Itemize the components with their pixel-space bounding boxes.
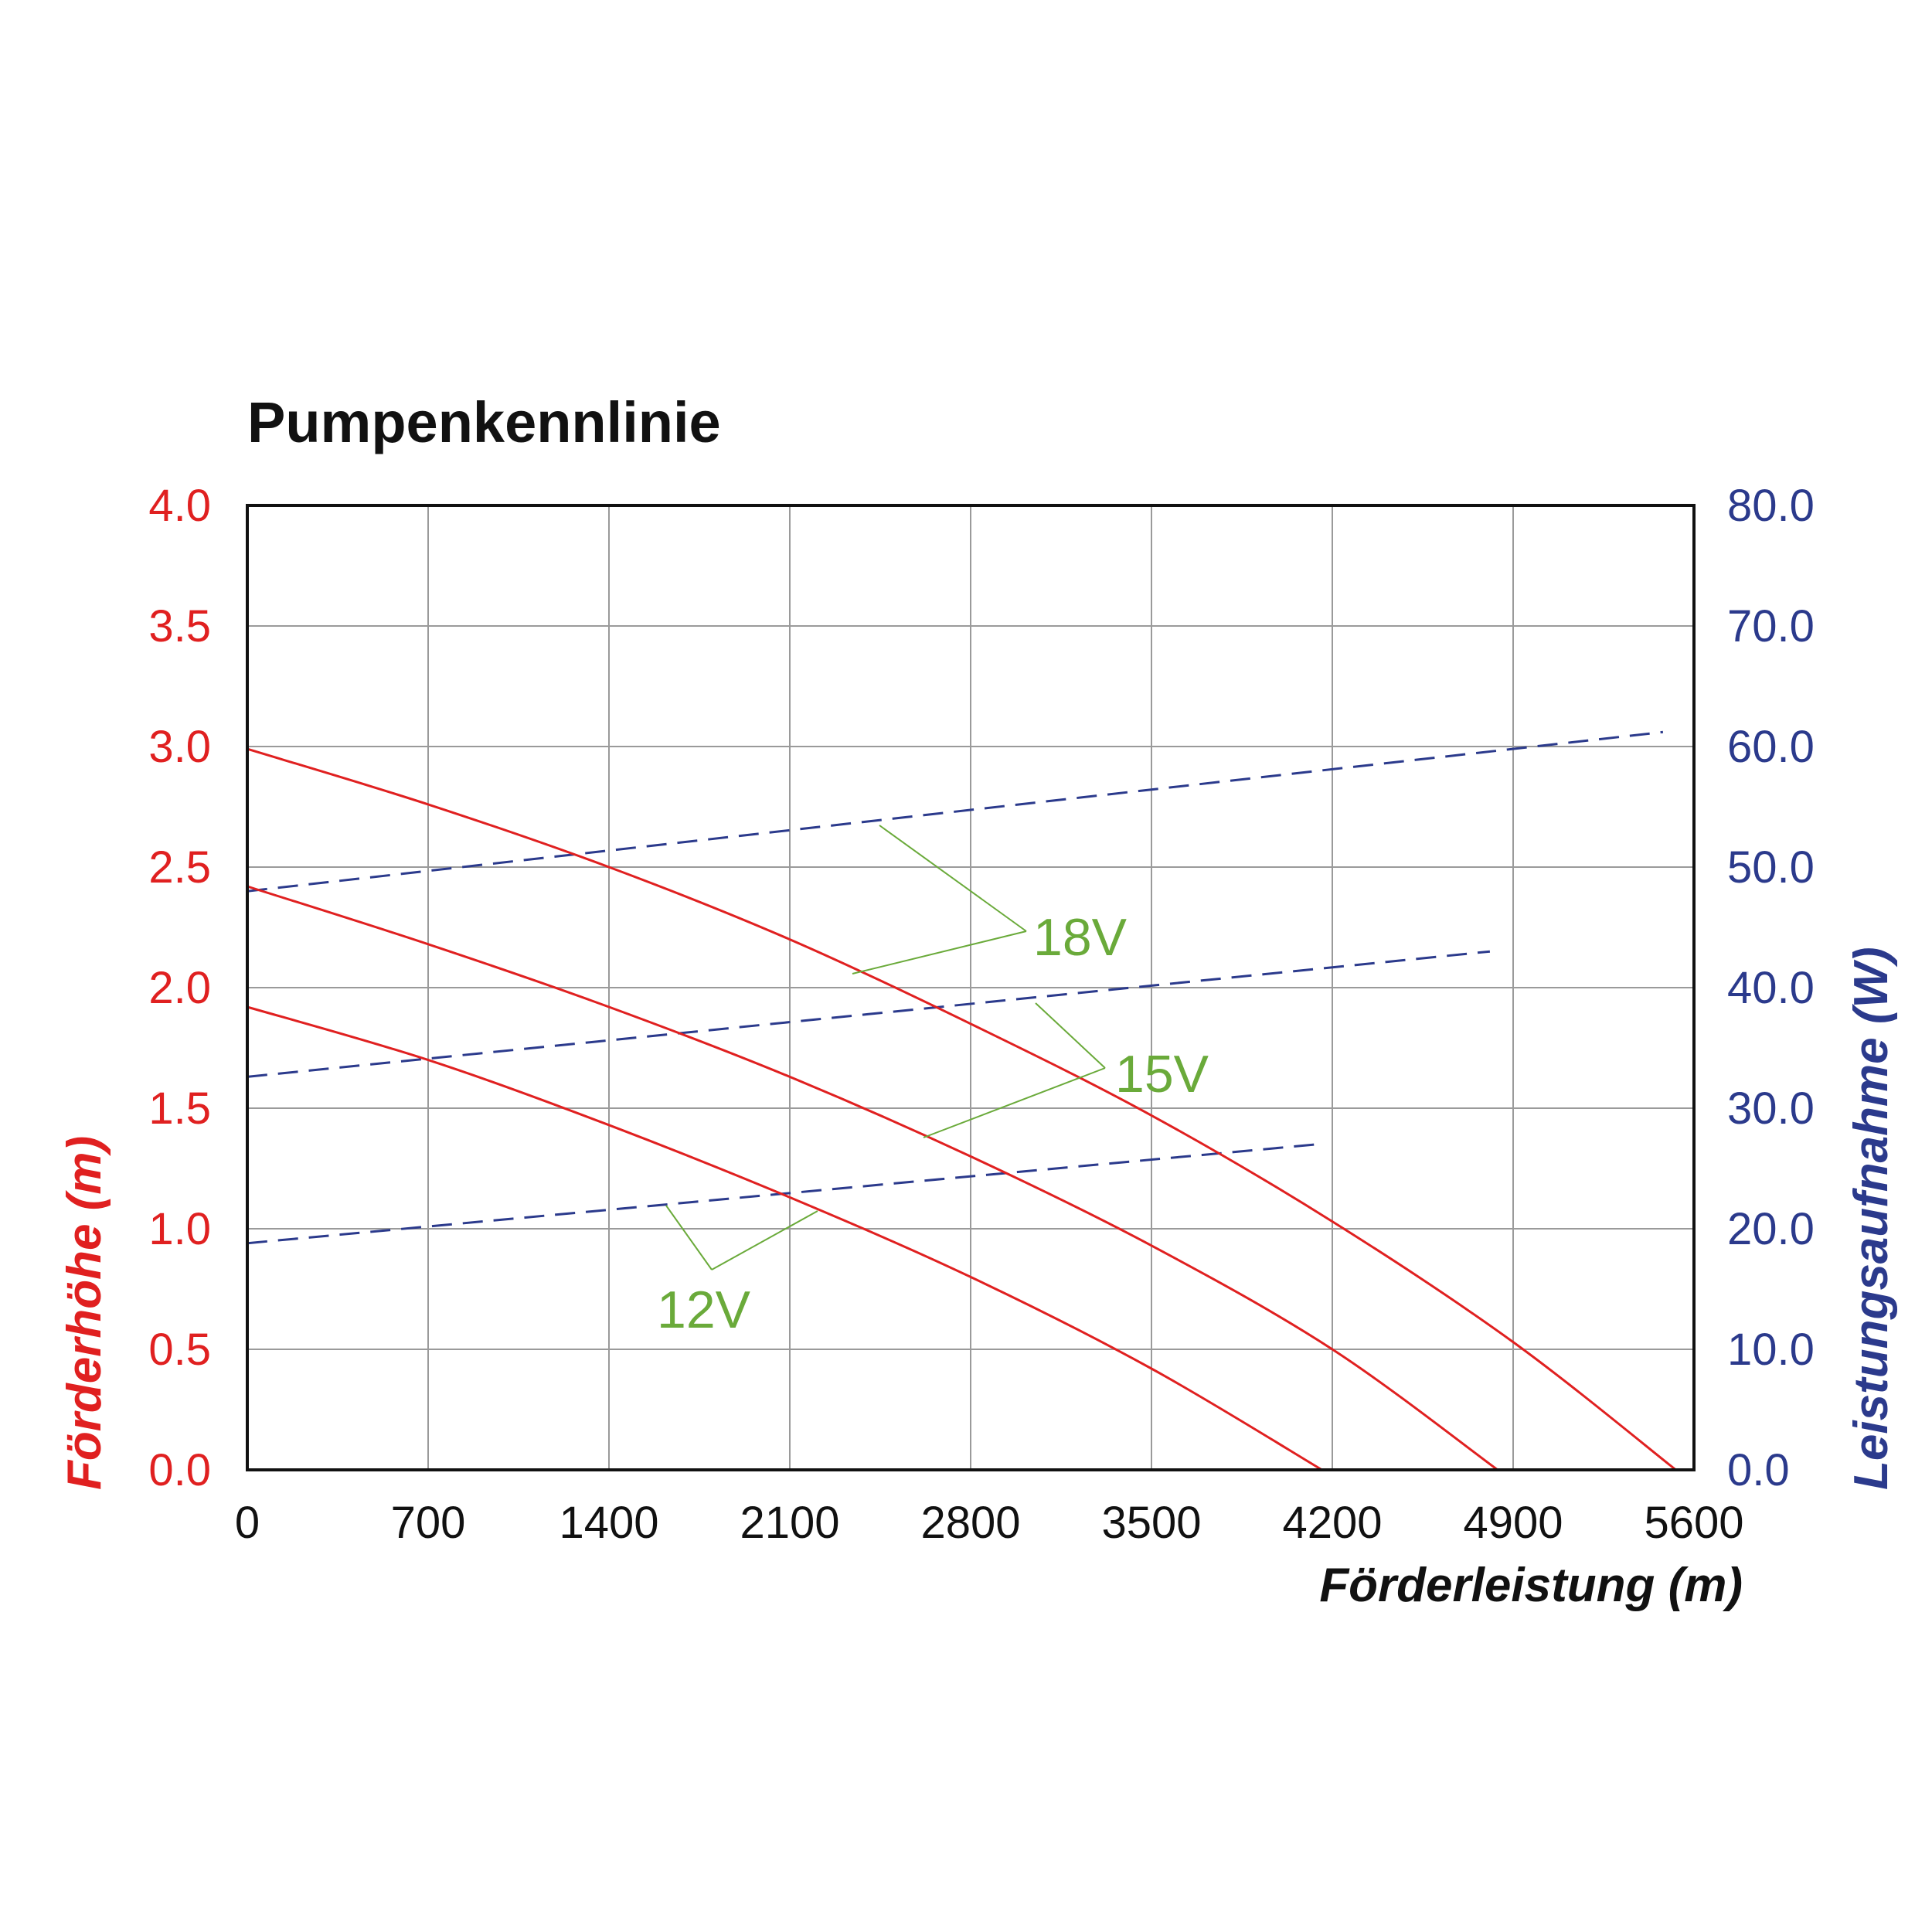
- callout-leader-line: [879, 825, 1027, 932]
- y-right-tick-label: 10.0: [1727, 1325, 1815, 1375]
- callout-label-15v: 15V: [1115, 1045, 1209, 1104]
- callout-leader-line: [923, 1067, 1106, 1138]
- x-tick-label: 700: [391, 1498, 466, 1548]
- y-right-tick-label: 50.0: [1727, 842, 1815, 893]
- x-axis-ticks: 0 700 1400 2100 2800 3500 4200 4900 5600: [235, 1498, 1744, 1548]
- y-left-axis-title: Förderhöhe (m): [58, 1136, 111, 1490]
- y-right-tick-label: 40.0: [1727, 963, 1815, 1013]
- y-right-tick-label: 60.0: [1727, 722, 1815, 772]
- callout-label-18v: 18V: [1033, 908, 1128, 967]
- y-right-axis-title: Leistungsaufnahme (W): [1845, 947, 1898, 1490]
- y-left-tick-label: 2.0: [148, 963, 211, 1013]
- y-right-tick-label: 70.0: [1727, 601, 1815, 651]
- y-left-tick-label: 3.5: [148, 601, 211, 651]
- y-right-tick-label: 30.0: [1727, 1083, 1815, 1134]
- power-line-18v: [247, 730, 1664, 893]
- x-tick-label: 3500: [1101, 1498, 1201, 1548]
- y-right-tick-label: 0.0: [1727, 1445, 1790, 1495]
- callout-leader-line: [1035, 1002, 1106, 1069]
- x-tick-label: 1400: [559, 1498, 658, 1548]
- y-left-tick-label: 2.5: [148, 842, 211, 893]
- x-tick-label: 0: [235, 1498, 260, 1548]
- head-curve-15v: [247, 885, 1498, 1471]
- plot-series: [247, 730, 1677, 1471]
- x-tick-label: 4200: [1282, 1498, 1382, 1548]
- chart-title: Pumpenkennlinie: [247, 390, 721, 454]
- head-curve-18v: [247, 747, 1677, 1471]
- callout-leader-line: [852, 930, 1027, 975]
- y-left-tick-label: 1.0: [148, 1204, 211, 1254]
- x-tick-label: 2800: [920, 1498, 1020, 1548]
- y-right-tick-label: 20.0: [1727, 1204, 1815, 1254]
- callout-leader-line: [711, 1210, 818, 1270]
- x-tick-label: 4900: [1463, 1498, 1563, 1548]
- power-line-15v: [247, 950, 1491, 1078]
- grid: [247, 505, 1694, 1470]
- callout-leader-line: [665, 1205, 713, 1270]
- x-tick-label: 5600: [1644, 1498, 1743, 1548]
- x-axis-title: Förderleistung (m): [1319, 1559, 1743, 1612]
- y-left-tick-label: 3.0: [148, 722, 211, 772]
- callouts: 18V 15V 12V: [657, 825, 1209, 1339]
- y-left-axis-ticks: 0.0 0.5 1.0 1.5 2.0 2.5 3.0 3.5 4.0: [148, 481, 211, 1495]
- y-left-tick-label: 0.0: [148, 1445, 211, 1495]
- head-curve-12v: [247, 1005, 1323, 1471]
- y-right-tick-label: 80.0: [1727, 481, 1815, 531]
- callout-label-12v: 12V: [657, 1281, 751, 1339]
- plot-frame: [246, 504, 1696, 1471]
- y-left-tick-label: 0.5: [148, 1325, 211, 1375]
- x-tick-label: 2100: [740, 1498, 839, 1548]
- y-left-tick-label: 1.5: [148, 1083, 211, 1134]
- y-left-tick-label: 4.0: [148, 481, 211, 531]
- y-right-axis-ticks: 0.0 10.0 20.0 30.0 40.0 50.0 60.0 70.0 80.0: [1727, 481, 1815, 1495]
